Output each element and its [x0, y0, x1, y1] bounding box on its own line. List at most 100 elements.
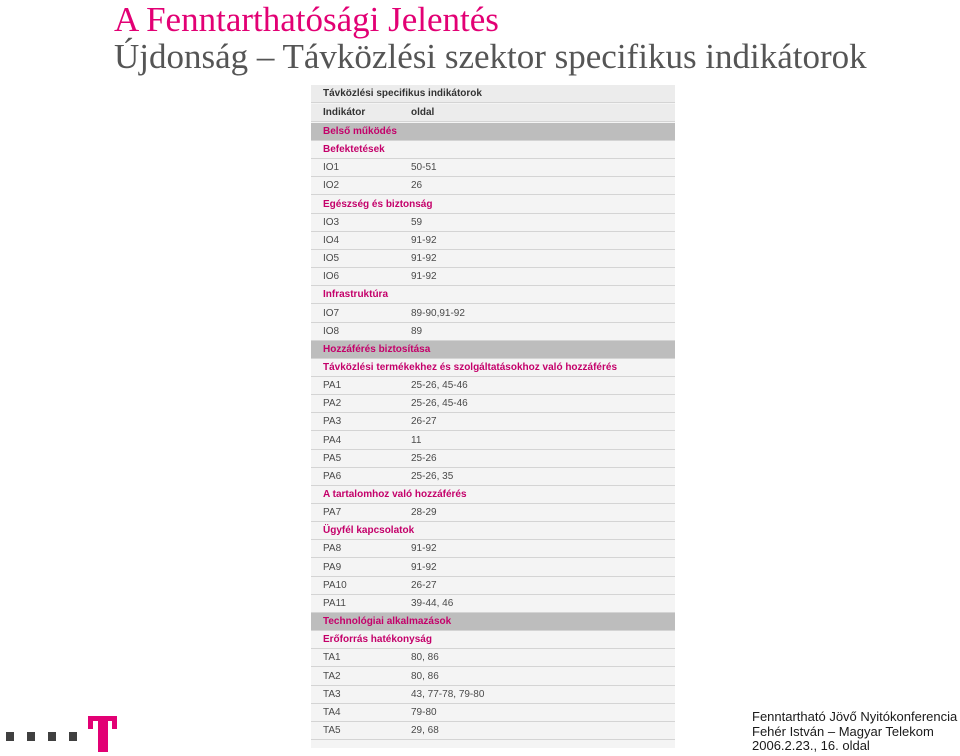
page-ref: 89-90,91-92 [411, 307, 465, 319]
indicator-code: IO8 [323, 325, 340, 337]
indicator-table: Távközlési specifikus indikátorok Indiká… [311, 85, 675, 748]
section-label: Technológiai alkalmazások [323, 616, 452, 628]
table-row: PA9 91-92 [311, 558, 675, 577]
indicator-code: IO1 [323, 162, 340, 174]
table-row: IO6 91-92 [311, 268, 675, 287]
indicator-code: IO4 [323, 234, 340, 246]
slide-title: A Fenntarthatósági Jelentés [114, 0, 499, 39]
indicator-code: PA6 [323, 470, 342, 482]
indicator-code: PA7 [323, 507, 342, 519]
footer: Fenntartható Jövő Nyitókonferencia Fehér… [752, 709, 958, 754]
section-label: Belső működés [323, 126, 397, 137]
table-row: PA6 25-26, 35 [311, 467, 675, 486]
page-ref: 91-92 [411, 234, 437, 246]
table-row: PA10 26-27 [311, 576, 675, 595]
table-header-row: Indikátor oldal [311, 104, 675, 122]
subsection-label: Erőforrás hatékonyság [323, 634, 432, 646]
header-page: oldal [411, 107, 435, 118]
page-ref: 91-92 [411, 543, 437, 555]
subsection-label: Távközlési termékekhez és szolgáltatások… [323, 361, 618, 373]
subsection-row: Egészség és biztonság [311, 195, 675, 214]
indicator-code: TA3 [323, 688, 341, 700]
indicator-code: IO6 [323, 271, 340, 283]
indicator-code: PA1 [323, 380, 342, 392]
table-row: IO7 89-90,91-92 [311, 304, 675, 323]
indicator-code: IO2 [323, 180, 340, 192]
page-ref: 29, 68 [411, 724, 439, 736]
indicator-code: PA2 [323, 398, 342, 410]
indicator-code: IO3 [323, 216, 340, 228]
page-ref: 50-51 [411, 162, 437, 174]
table-row: PA1 25-26, 45-46 [311, 377, 675, 396]
page-ref: 79-80 [411, 706, 437, 718]
slide-subtitle: Újdonság – Távközlési szektor specifikus… [114, 37, 867, 76]
subsection-row: A tartalomhoz való hozzáférés [311, 486, 675, 504]
logo-dot-3 [48, 732, 56, 741]
table-row: IO4 91-92 [311, 231, 675, 250]
logo-t-stem [98, 716, 108, 752]
table-row: IO8 89 [311, 322, 675, 341]
header-indicator: Indikátor [323, 107, 366, 118]
logo-dot-2 [27, 732, 35, 741]
logo-t-right-serif [112, 716, 117, 729]
indicator-code: TA5 [323, 724, 341, 736]
section-row: Hozzáférés biztosítása [311, 340, 675, 359]
page-ref: 89 [411, 325, 423, 337]
indicator-code: TA4 [323, 706, 341, 718]
page-ref: 11 [411, 434, 422, 446]
page-ref: 43, 77-78, 79-80 [411, 688, 485, 700]
telekom-logo-icon [6, 716, 117, 752]
page-ref: 80, 86 [411, 652, 439, 664]
page-ref: 28-29 [411, 507, 437, 519]
indicator-code: PA5 [323, 452, 342, 464]
indicator-code: TA1 [323, 652, 341, 664]
page-ref: 26 [411, 180, 423, 192]
footer-date-page: 2006.2.23., 16. oldal [752, 738, 870, 753]
table-row: PA5 25-26 [311, 449, 675, 468]
table-row: IO5 91-92 [311, 250, 675, 269]
table-row: TA3 43, 77-78, 79-80 [311, 685, 675, 704]
indicator-code: PA9 [323, 561, 342, 573]
subsection-label: Infrastruktúra [323, 289, 389, 301]
section-row: Belső működés [311, 123, 675, 141]
indicator-code: IO5 [323, 253, 340, 265]
table-row: PA7 28-29 [311, 504, 675, 523]
indicator-code: PA4 [323, 434, 342, 446]
indicator-code: IO7 [323, 307, 340, 319]
table-row: PA3 26-27 [311, 413, 675, 432]
subsection-label: Ügyfél kapcsolatok [323, 525, 415, 537]
logo-t-left-serif [88, 716, 93, 729]
table-row: TA5 29, 68 [311, 721, 675, 740]
subsection-label: A tartalomhoz való hozzáférés [323, 489, 467, 500]
table-row: PA4 11 [311, 431, 675, 450]
page-ref: 91-92 [411, 561, 437, 573]
table-row: IO1 50-51 [311, 159, 675, 178]
subsection-label: Befektetések [323, 144, 385, 156]
page-ref: 26-27 [411, 416, 437, 428]
subsection-row: Befektetések [311, 141, 675, 160]
page-ref: 80, 86 [411, 670, 439, 682]
table-row: TA4 79-80 [311, 703, 675, 722]
page-ref: 25-26, 45-46 [411, 398, 468, 410]
table-row: TA1 80, 86 [311, 649, 675, 668]
subsection-row: Infrastruktúra [311, 286, 675, 305]
subsection-row: Távközlési termékekhez és szolgáltatások… [311, 358, 675, 377]
table-caption: Távközlési specifikus indikátorok [323, 88, 482, 99]
logo-dot-4 [69, 732, 77, 741]
table-row: PA2 25-26, 45-46 [311, 395, 675, 414]
table-row: IO3 59 [311, 213, 675, 232]
subsection-row: Erőforrás hatékonyság [311, 631, 675, 650]
subsection-row: Ügyfél kapcsolatok [311, 522, 675, 541]
table-row: PA11 39-44, 46 [311, 594, 675, 613]
footer-event: Fenntartható Jövő Nyitókonferencia [752, 709, 958, 724]
indicator-code: PA3 [323, 416, 342, 428]
indicator-code: PA11 [323, 597, 346, 609]
section-label: Hozzáférés biztosítása [323, 343, 431, 355]
page-ref: 25-26, 45-46 [411, 380, 468, 392]
indicator-code: PA8 [323, 543, 342, 555]
page-ref: 59 [411, 216, 423, 228]
table-row: IO2 26 [311, 177, 675, 196]
page-ref: 39-44, 46 [411, 597, 454, 609]
footer-presenter: Fehér István – Magyar Telekom [752, 723, 934, 739]
page-ref: 25-26 [411, 452, 437, 464]
